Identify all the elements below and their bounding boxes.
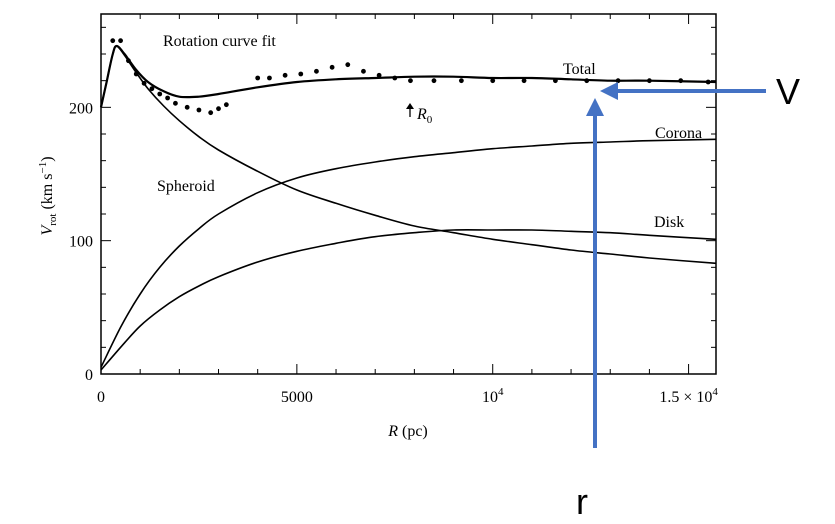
curve-spheroid [100,45,717,265]
observed-point [458,78,464,84]
observed-point [282,72,288,78]
observed-point [314,68,319,74]
observed-point [408,78,413,84]
observed-point [521,78,527,84]
label-corona: Corona [655,125,702,142]
observed-point [647,78,652,84]
curve-total [99,44,717,108]
x-tick-label: 5000 [281,389,313,406]
overlay-r-label: r [576,481,588,522]
observed-point [361,68,366,74]
observed-point [615,78,621,84]
observed-point [552,78,558,84]
observed-point [376,72,382,78]
curve-disk [100,229,717,371]
axis-tick-labels: 0 5000 104 1.5 × 104 0 100 200 [69,100,718,406]
model-curves [99,44,717,371]
overlay-v-label: V [776,71,800,112]
observed-point [392,75,398,81]
observed-point [208,110,214,116]
x-tick-label: 104 [482,386,504,406]
svg-text:R (pc): R (pc) [387,423,428,440]
curve-corona [100,138,717,368]
observed-point [126,58,131,64]
observed-point [118,38,123,44]
observed-point [216,106,221,112]
label-spheroid: Spheroid [157,178,215,195]
observed-point [345,62,351,68]
axis-ticks [101,14,716,374]
label-total: Total [563,61,596,78]
observed-point [678,78,684,84]
x-axis-label: R (pc) [387,423,428,440]
r0-marker: R0 [406,103,433,126]
x-tick-label: 0 [97,389,105,406]
y-tick-label: 200 [69,100,93,117]
observed-point [149,86,155,92]
observed-point [705,79,711,85]
observed-point [298,71,304,77]
observed-point [196,107,202,113]
chart-title: Rotation curve fit [163,33,276,50]
r-arrow-head [586,98,604,116]
observed-point [490,78,496,84]
observed-point [223,102,229,108]
observed-point [255,75,261,81]
y-tick-label: 100 [69,234,93,251]
observed-point [584,78,590,84]
observed-points [110,38,711,116]
y-tick-label: 0 [85,367,93,384]
observed-point [431,78,437,84]
plot-frame [100,13,717,375]
v-arrow-head [600,82,618,100]
observed-point [329,64,335,70]
observed-point [133,71,139,77]
observed-point [173,100,178,106]
overlay-arrows [586,82,766,448]
observed-point [141,80,147,86]
svg-text:Vrot (km s−1): Vrot (km s−1) [37,156,59,235]
x-tick-label: 1.5 × 104 [659,386,718,406]
y-axis-label: Vrot (km s−1) [37,156,59,235]
observed-point [267,75,272,81]
observed-point [110,38,116,44]
label-disk: Disk [654,214,684,231]
observed-point [157,91,163,97]
svg-text:R0: R0 [416,106,433,126]
observed-point [184,104,190,110]
observed-point [165,95,170,101]
